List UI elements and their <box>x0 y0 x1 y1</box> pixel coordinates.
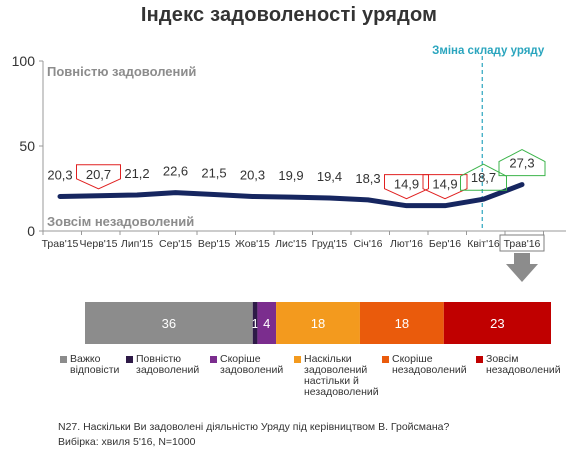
x-tick-label: Лют'16 <box>390 238 423 250</box>
data-label: 20,3 <box>240 167 265 182</box>
bar-segment <box>276 302 360 344</box>
bar-segment-label: 18 <box>395 316 409 331</box>
decrease-marker <box>76 164 121 190</box>
legend-item: Важко відповісти <box>60 354 120 376</box>
legend-swatch <box>60 356 67 363</box>
legend-swatch <box>126 356 133 363</box>
legend: Важко відповісти Повністю задоволений Ск… <box>60 354 575 406</box>
x-tick-label: Жов'15 <box>235 238 270 250</box>
bar-segment-label: 18 <box>311 316 325 331</box>
increase-marker <box>460 163 507 191</box>
data-label: 20,7 <box>86 167 111 182</box>
y-tick-label: 100 <box>12 53 36 69</box>
bar-segment-label: 23 <box>490 316 504 331</box>
legend-label: Скоріше незадоволений <box>392 353 467 376</box>
legend-item: Повністю задоволений <box>126 354 206 376</box>
data-label: 22,6 <box>163 164 188 179</box>
legend-label: Важко відповісти <box>70 353 120 376</box>
legend-swatch <box>476 356 483 363</box>
bar-segment <box>252 302 258 344</box>
x-tick-label: Трав'15 <box>42 238 79 250</box>
decrease-marker <box>422 174 468 200</box>
government-change-label: Зміна складу уряду <box>432 45 545 57</box>
decrease-marker <box>384 174 429 200</box>
data-label: 18,7 <box>471 170 496 185</box>
highlighted-category-box <box>499 234 545 252</box>
legend-swatch <box>294 356 301 363</box>
x-tick-label: Груд'15 <box>312 238 348 250</box>
increase-marker <box>498 149 546 177</box>
sample-info: Вибірка: хвиля 5'16, N=1000 <box>58 436 196 448</box>
series-line <box>57 182 525 209</box>
survey-question: N27. Наскільки Ви задоволені діяльністю … <box>58 421 450 433</box>
legend-label: Скоріше задоволений <box>220 353 284 376</box>
bar-segment <box>257 302 277 344</box>
down-arrow-icon <box>506 253 538 282</box>
x-tick-label: Трав'16 <box>504 238 541 250</box>
legend-item: Наскільки задоволений настільки й незадо… <box>294 354 379 398</box>
bar-segment-label: 1 <box>251 316 258 331</box>
data-label: 14,9 <box>394 177 419 192</box>
x-tick-label: Вер'15 <box>198 238 231 250</box>
legend-item: Скоріше незадоволений <box>382 354 470 376</box>
chart-title: Індекс задоволеності урядом <box>140 4 438 26</box>
data-label: 27,3 <box>509 156 534 171</box>
legend-label: Наскільки задоволений настільки й незадо… <box>304 353 379 398</box>
x-tick-label: Лип'15 <box>121 238 153 250</box>
data-label: 21,2 <box>124 166 149 181</box>
x-tick-label: Лис'15 <box>275 238 307 250</box>
legend-item: Скоріше задоволений <box>210 354 290 376</box>
x-tick-label: Черв'15 <box>80 238 118 250</box>
data-label: 21,5 <box>201 165 226 180</box>
x-tick-label: Січ'16 <box>353 238 382 250</box>
legend-swatch <box>210 356 217 363</box>
y-tick-label: 0 <box>27 223 35 239</box>
x-tick-label: Квіт'16 <box>467 238 500 250</box>
x-tick-label: Сер'15 <box>159 238 192 250</box>
bar-segment-label: 4 <box>263 316 270 331</box>
x-tick-label: Бер'16 <box>429 238 461 250</box>
data-label: 14,9 <box>432 177 457 192</box>
top-band-label: Повністю задоволений <box>47 64 196 79</box>
legend-label: Повністю задоволений <box>136 353 200 376</box>
data-label: 19,4 <box>317 169 342 184</box>
legend-swatch <box>382 356 389 363</box>
legend-label: Зовсім незадоволений <box>486 353 561 376</box>
bottom-band-label: Зовсім незадоволений <box>47 214 194 229</box>
chart-canvas: 0 50 100 Повністю задоволений Зовсім незадов… <box>12 45 566 344</box>
legend-item: Зовсім незадоволений <box>476 354 574 376</box>
data-label: 19,9 <box>278 168 303 183</box>
bar-segment <box>443 302 551 344</box>
y-tick-label: 50 <box>19 138 35 154</box>
data-label: 20,3 <box>47 167 72 182</box>
data-label: 18,3 <box>355 171 380 186</box>
bar-segment <box>85 302 253 344</box>
bar-segment <box>359 302 444 344</box>
footnote: N27. Наскільки Ви задоволені діяльністю … <box>58 420 449 450</box>
bar-segment-label: 36 <box>162 316 176 331</box>
